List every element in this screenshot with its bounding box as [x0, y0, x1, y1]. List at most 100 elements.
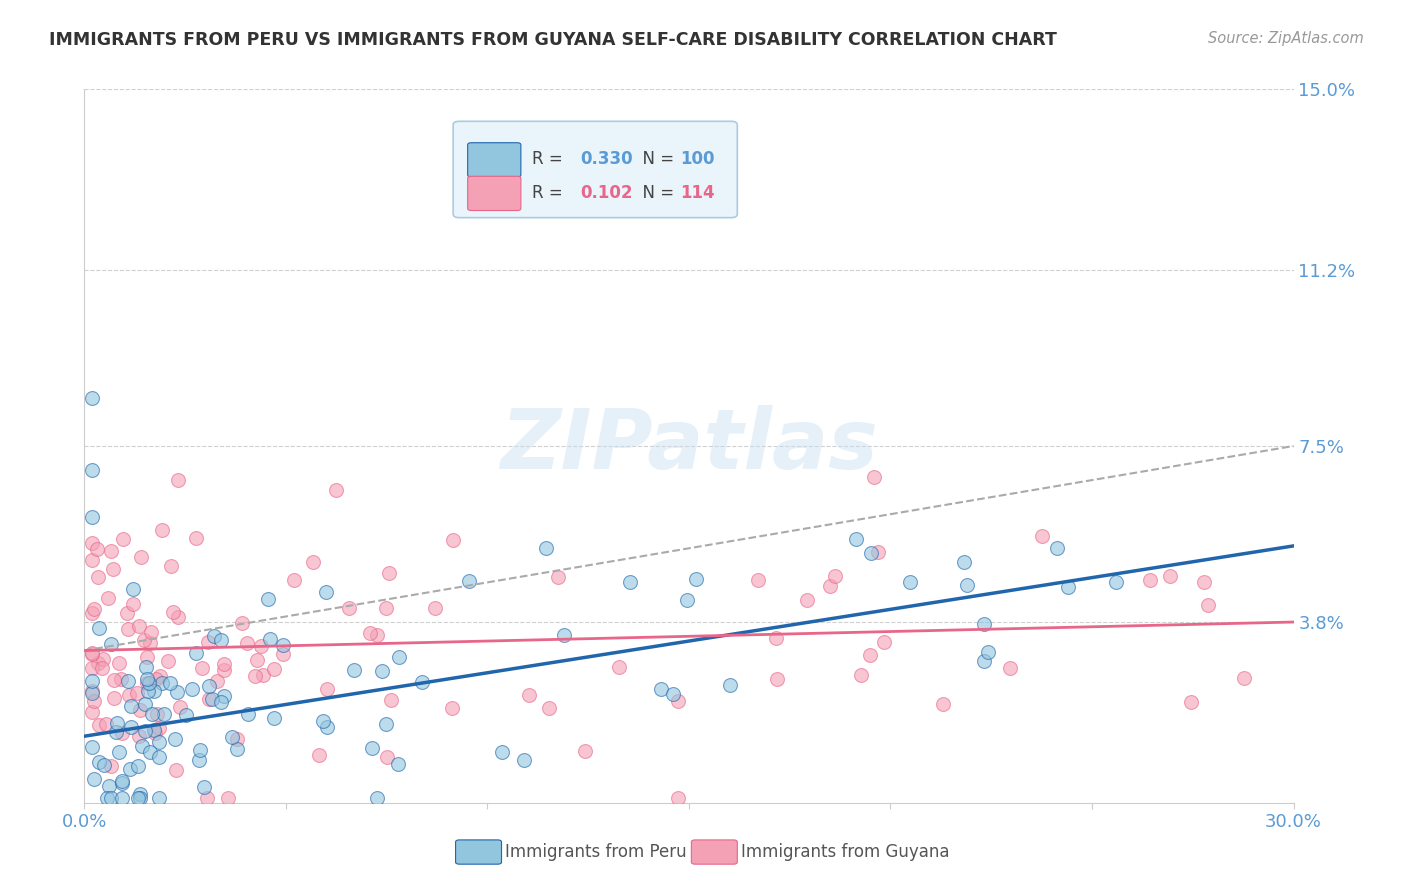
Point	[375, 750, 398, 764]
Point	[201, 691, 224, 706]
Point	[619, 574, 641, 589]
Point	[538, 700, 561, 714]
Point	[191, 661, 214, 675]
Point	[423, 601, 446, 615]
Point	[188, 743, 211, 757]
Point	[283, 573, 305, 587]
Point	[82, 552, 104, 566]
Point	[120, 699, 142, 714]
Point	[198, 692, 221, 706]
Point	[343, 663, 366, 677]
Point	[824, 569, 846, 583]
Point	[100, 791, 122, 805]
Point	[1105, 574, 1128, 589]
Point	[536, 541, 558, 556]
Point	[212, 663, 235, 677]
Point	[517, 688, 540, 702]
Point	[103, 673, 125, 688]
Point	[134, 632, 156, 647]
Point	[1232, 671, 1254, 685]
Point	[82, 392, 104, 406]
Text: Immigrants from Peru: Immigrants from Peru	[505, 843, 686, 861]
Point	[491, 745, 513, 759]
Point	[83, 772, 105, 786]
Point	[1192, 575, 1215, 590]
Point	[134, 724, 156, 739]
Point	[661, 687, 683, 701]
Point	[1197, 598, 1219, 612]
Point	[86, 542, 108, 557]
Point	[157, 654, 180, 668]
Text: IMMIGRANTS FROM PERU VS IMMIGRANTS FROM GUYANA SELF-CARE DISABILITY CORRELATION : IMMIGRANTS FROM PERU VS IMMIGRANTS FROM …	[49, 31, 1057, 49]
Point	[312, 714, 335, 728]
Point	[165, 763, 187, 777]
Point	[131, 739, 153, 753]
Point	[91, 652, 114, 666]
FancyBboxPatch shape	[453, 121, 737, 218]
Point	[100, 637, 122, 651]
Point	[139, 746, 162, 760]
Point	[117, 673, 139, 688]
Point	[273, 647, 295, 661]
Point	[301, 555, 323, 569]
Point	[195, 791, 218, 805]
Point	[93, 758, 115, 772]
Point	[513, 753, 536, 767]
Point	[150, 523, 173, 537]
Point	[263, 662, 285, 676]
Point	[145, 672, 167, 686]
Point	[174, 707, 197, 722]
Point	[1031, 529, 1053, 543]
Point	[82, 646, 104, 660]
Point	[129, 549, 152, 564]
Point	[82, 647, 104, 661]
Point	[112, 532, 135, 546]
Point	[1180, 695, 1202, 709]
Point	[110, 791, 132, 805]
Point	[271, 639, 294, 653]
Point	[607, 660, 630, 674]
Point	[105, 716, 128, 731]
Point	[82, 740, 104, 755]
Point	[87, 621, 110, 635]
Point	[361, 741, 384, 756]
Point	[441, 533, 464, 547]
Point	[141, 625, 163, 640]
Point	[103, 691, 125, 706]
Point	[87, 718, 110, 732]
Point	[900, 575, 922, 590]
Point	[851, 668, 873, 682]
Point	[685, 572, 707, 586]
Point	[96, 791, 118, 805]
Point	[162, 605, 184, 619]
Point	[125, 686, 148, 700]
Point	[166, 684, 188, 698]
Point	[184, 646, 207, 660]
Point	[104, 725, 127, 739]
Text: N =: N =	[633, 150, 679, 168]
Point	[82, 683, 104, 698]
FancyBboxPatch shape	[692, 840, 737, 864]
Point	[121, 598, 143, 612]
Point	[366, 791, 388, 805]
Point	[765, 631, 787, 645]
Point	[134, 697, 156, 711]
Point	[146, 706, 169, 721]
FancyBboxPatch shape	[468, 177, 520, 211]
Point	[315, 720, 337, 734]
Point	[209, 633, 232, 648]
Point	[136, 673, 159, 687]
Point	[932, 698, 955, 712]
Point	[205, 674, 228, 689]
Point	[129, 791, 152, 805]
Point	[121, 582, 143, 596]
Point	[675, 593, 697, 607]
Point	[159, 676, 181, 690]
Point	[973, 654, 995, 668]
Point	[193, 780, 215, 794]
Point	[148, 791, 170, 805]
Point	[128, 787, 150, 801]
Point	[1159, 569, 1181, 583]
Point	[110, 672, 132, 686]
Point	[120, 721, 142, 735]
